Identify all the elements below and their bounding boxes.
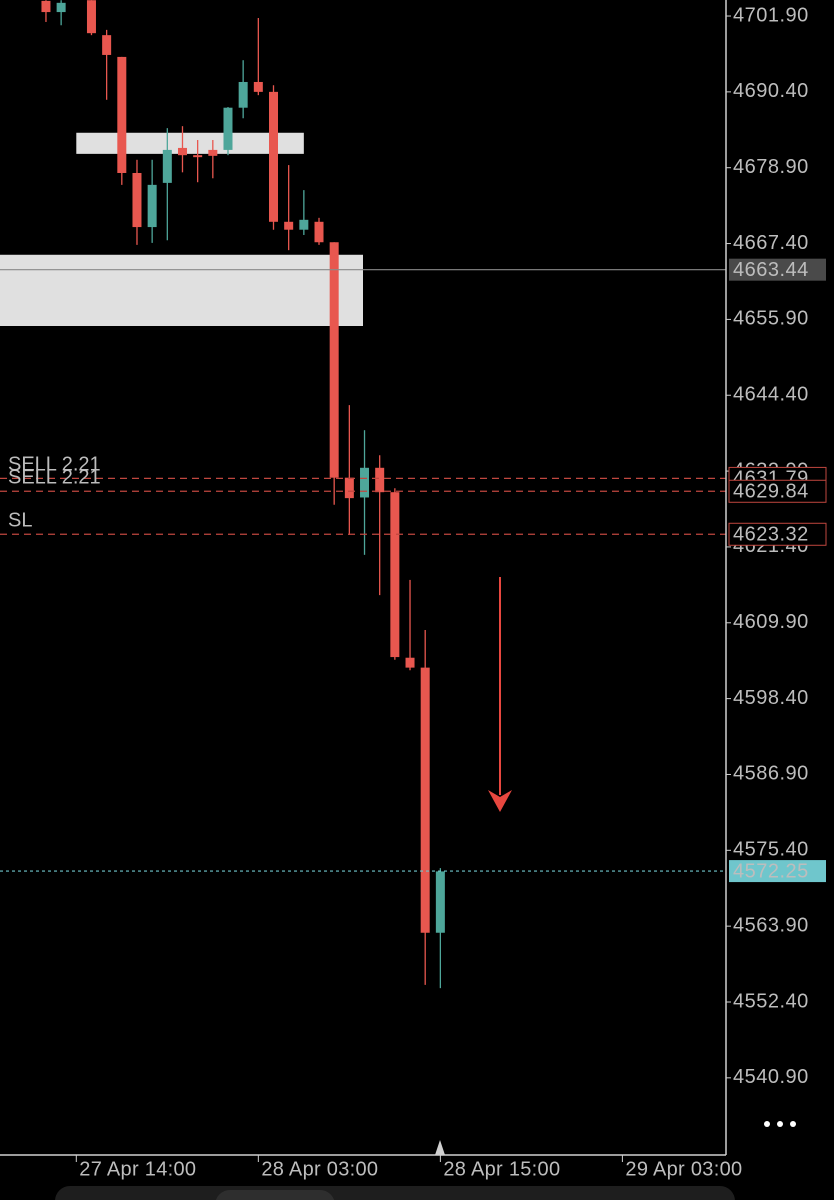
order-label: SL: [8, 510, 32, 532]
candle-body: [314, 221, 324, 243]
candle-body: [117, 56, 127, 173]
candle-body: [208, 149, 218, 156]
y-tick-label: 4655.90: [733, 308, 809, 330]
x-tick-label: 28 Apr 15:00: [443, 1158, 560, 1180]
price-label-box: [728, 479, 827, 503]
y-tick-label: 4563.90: [733, 914, 809, 936]
zone: [76, 132, 304, 154]
y-tick-label: 4598.40: [733, 687, 809, 709]
candle-body: [360, 467, 370, 498]
candle-body: [390, 492, 400, 658]
price-label: 4572.25: [733, 860, 809, 882]
candle-body: [162, 149, 172, 183]
candle-body: [284, 221, 294, 230]
y-tick-label: 4690.40: [733, 80, 809, 102]
candle-body: [177, 147, 187, 156]
candle-body: [56, 2, 66, 13]
candle-body: [102, 35, 112, 55]
candle-body: [269, 91, 279, 222]
y-tick-label: 4540.90: [733, 1066, 809, 1088]
order-label: SELL 2.21: [8, 454, 101, 476]
price-label: 4663.44: [733, 259, 809, 281]
candle-body: [253, 81, 263, 92]
y-tick-label: 4575.40: [733, 839, 809, 861]
y-tick-label: 4644.40: [733, 384, 809, 406]
candle-body: [238, 81, 248, 108]
y-tick-label: 4678.90: [733, 156, 809, 178]
candle-body: [86, 0, 96, 34]
bottom-tab[interactable]: [215, 1190, 335, 1200]
x-tick-label: 27 Apr 14:00: [79, 1158, 196, 1180]
y-tick-label: 4586.90: [733, 763, 809, 785]
time-marker: [435, 1140, 445, 1155]
price-label: 4623.32: [733, 524, 809, 546]
x-tick-label: 28 Apr 03:00: [261, 1158, 378, 1180]
candle-body: [375, 467, 385, 493]
candle-body: [344, 477, 354, 499]
menu-dots[interactable]: [764, 1121, 796, 1127]
candle-body: [147, 184, 157, 228]
y-tick-label: 4552.40: [733, 990, 809, 1012]
price-label: 4629.84: [733, 481, 809, 503]
candle-body: [41, 0, 51, 13]
candle-body: [420, 667, 430, 933]
y-tick-label: 4667.40: [733, 232, 809, 254]
trend-arrow: [488, 577, 512, 812]
x-tick-label: 29 Apr 03:00: [625, 1158, 742, 1180]
order-label: SELL 2.21: [8, 467, 101, 489]
y-tick-label: 4701.90: [733, 4, 809, 26]
candle-body: [405, 657, 415, 668]
candle-body: [299, 219, 309, 230]
candle-body: [435, 871, 445, 933]
candle-body: [193, 155, 203, 158]
price-label-box: [729, 860, 826, 883]
candle-body: [329, 242, 339, 478]
price-label-box: [728, 522, 827, 546]
candle-body: [223, 107, 233, 150]
bottom-bar: [55, 1186, 735, 1200]
zone: [0, 254, 363, 326]
price-label-box: [729, 258, 826, 281]
y-tick-label: 4609.90: [733, 611, 809, 633]
candle-body: [132, 172, 142, 228]
